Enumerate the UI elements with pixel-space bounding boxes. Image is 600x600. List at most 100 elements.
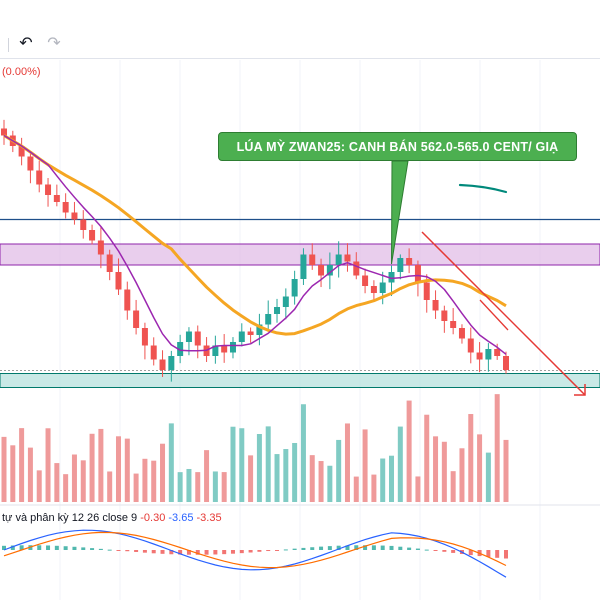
candle-body[interactable] — [335, 254, 342, 266]
macd-signal-line[interactable] — [3, 531, 507, 569]
candle-body[interactable] — [115, 272, 122, 290]
candle-body[interactable] — [106, 254, 113, 273]
redo-icon: ↷ — [47, 35, 61, 52]
candle-body[interactable] — [318, 265, 325, 276]
candle-body[interactable] — [150, 345, 157, 360]
candle-body[interactable] — [397, 258, 404, 272]
candle-body[interactable] — [133, 310, 140, 329]
candle-body[interactable] — [62, 202, 69, 213]
candle-body[interactable] — [379, 282, 386, 294]
candle-body[interactable] — [467, 338, 474, 353]
volume-bar — [503, 439, 509, 502]
candle-body[interactable] — [370, 286, 377, 293]
forecast-arrow-line[interactable] — [421, 231, 586, 396]
candle-body[interactable] — [441, 310, 448, 322]
candle-body[interactable] — [53, 195, 60, 202]
macd-histogram-bar — [415, 548, 420, 550]
candle-body[interactable] — [309, 254, 316, 266]
price-change-percent: (0.00%) — [2, 66, 41, 78]
candle-body[interactable] — [423, 282, 430, 301]
candle-body[interactable] — [27, 156, 34, 171]
candle-body[interactable] — [344, 254, 351, 262]
candle-body[interactable] — [485, 349, 492, 360]
volume-bar — [477, 434, 483, 502]
candle-body[interactable] — [238, 331, 245, 343]
candle-body[interactable] — [300, 254, 307, 280]
candle-body[interactable] — [141, 328, 148, 346]
volume-bar — [248, 455, 254, 502]
candle-body[interactable] — [80, 219, 87, 231]
candle-body[interactable] — [89, 230, 96, 241]
macd-histogram-bar — [98, 548, 103, 550]
candle-body[interactable] — [256, 324, 263, 336]
trade-idea-callout[interactable]: LÚA MỲ ZWAN25: CANH BÁN 562.0-565.0 CENT… — [218, 132, 577, 161]
candle-body[interactable] — [159, 359, 166, 371]
volume-bar — [362, 429, 368, 502]
volume-bar — [371, 474, 377, 502]
macd-histogram-bar — [142, 550, 147, 553]
macd-histogram-bar — [178, 550, 183, 555]
candle-body[interactable] — [185, 331, 192, 343]
candle-body[interactable] — [406, 258, 413, 265]
undo-button[interactable]: ↶ — [16, 34, 36, 54]
candle-body[interactable] — [1, 128, 7, 136]
candle-body[interactable] — [36, 170, 43, 185]
candle-body[interactable] — [71, 212, 78, 220]
candle-body[interactable] — [494, 349, 501, 356]
volume-bar — [380, 458, 386, 502]
volume-bar — [63, 474, 69, 502]
candle-body[interactable] — [18, 146, 25, 157]
candle-body[interactable] — [476, 352, 483, 360]
candle-body[interactable] — [194, 331, 201, 346]
macd-histogram-bar — [46, 545, 51, 550]
candle-body[interactable] — [212, 345, 219, 357]
volume-bar — [151, 460, 157, 502]
volume-bar — [107, 471, 113, 502]
volume-bar — [450, 471, 456, 502]
macd-histogram-bar — [239, 550, 244, 554]
volume-bar — [212, 471, 218, 502]
candle-body[interactable] — [326, 265, 333, 276]
macd-histogram-bar — [54, 545, 59, 550]
candle-body[interactable] — [388, 272, 395, 283]
fast-moving-average[interactable] — [3, 134, 507, 355]
redo-button[interactable]: ↷ — [44, 34, 64, 54]
volume-bar — [292, 442, 298, 502]
candle-body[interactable] — [503, 356, 509, 370]
macd-histogram-bar — [107, 549, 112, 551]
candle-body[interactable] — [97, 240, 104, 255]
candle-body[interactable] — [124, 289, 131, 311]
macd-histogram-bar — [433, 550, 438, 551]
candle-body[interactable] — [247, 331, 254, 336]
candle-body[interactable] — [274, 307, 281, 314]
candle-body[interactable] — [362, 275, 369, 287]
macd-histogram-bar — [336, 545, 341, 550]
candle-body[interactable] — [450, 321, 457, 328]
candle-body[interactable] — [177, 342, 184, 356]
macd-histogram-bar — [292, 548, 297, 550]
trend-line-short[interactable] — [479, 299, 509, 331]
volume-bar — [204, 450, 210, 502]
candle-body[interactable] — [432, 300, 439, 311]
candle-body[interactable] — [458, 328, 465, 339]
candle-body[interactable] — [229, 342, 236, 353]
volume-bar — [265, 426, 271, 502]
candle-body[interactable] — [45, 184, 52, 196]
volume-bar — [274, 454, 280, 502]
slow-moving-average[interactable] — [3, 134, 507, 336]
candle-body[interactable] — [291, 279, 298, 297]
resistance-zone[interactable] — [0, 243, 600, 266]
macd-line[interactable] — [3, 529, 507, 578]
candle-body[interactable] — [265, 314, 272, 325]
volume-bar — [19, 428, 25, 502]
macd-histogram-bar — [169, 550, 174, 555]
candle-body[interactable] — [168, 356, 175, 370]
support-zone[interactable] — [0, 373, 600, 388]
candle-body[interactable] — [221, 345, 228, 353]
candle-body[interactable] — [282, 296, 289, 308]
candle-body[interactable] — [414, 265, 421, 283]
freehand-stroke[interactable] — [458, 183, 508, 194]
candle-body[interactable] — [353, 261, 360, 276]
